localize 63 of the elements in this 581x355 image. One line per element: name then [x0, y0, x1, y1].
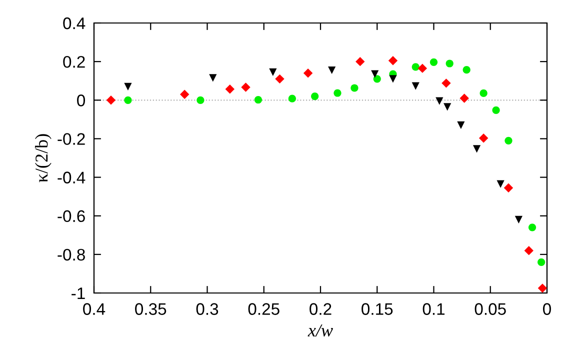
point	[209, 74, 217, 82]
point	[371, 70, 379, 78]
point	[460, 94, 469, 103]
point	[124, 96, 132, 104]
point	[492, 106, 500, 114]
y-tick-label: 0.2	[63, 56, 85, 68]
y-tick-label: -1	[72, 288, 85, 300]
x-axis-title: x/w	[308, 324, 333, 337]
point	[388, 56, 398, 66]
point	[180, 90, 190, 99]
point	[124, 82, 132, 90]
x-tick-label: 0.1	[422, 303, 445, 315]
y-tick-label: 0.4	[63, 17, 86, 30]
point	[412, 63, 420, 71]
y-axis-title: κ/(2/b)	[35, 134, 52, 182]
x-tick-label: 0.15	[362, 303, 393, 315]
point	[480, 89, 488, 98]
x-tick-label: 0.3	[196, 303, 218, 315]
point	[478, 134, 488, 143]
y-tick-label: -0.2	[58, 133, 85, 145]
point	[524, 246, 534, 256]
point	[418, 64, 428, 73]
point	[389, 75, 397, 83]
point	[462, 66, 470, 74]
point	[442, 78, 451, 88]
point	[254, 96, 262, 104]
y-tick-label: -0.6	[58, 210, 85, 222]
point	[269, 68, 277, 76]
point	[288, 94, 296, 102]
x-tick-label: 0	[543, 303, 551, 315]
x-tick-label: 0.2	[310, 303, 332, 315]
point	[472, 145, 481, 153]
x-tick-label: 0.05	[474, 303, 506, 315]
point	[504, 183, 514, 192]
point	[350, 84, 358, 92]
point	[446, 60, 454, 68]
x-tick-label: 0.25	[248, 303, 280, 315]
point	[514, 216, 522, 224]
y-tick-label: -0.8	[58, 248, 85, 261]
point	[436, 97, 444, 105]
point	[106, 96, 116, 105]
point	[356, 56, 365, 66]
y-tick-label: 0	[77, 94, 86, 106]
point	[328, 66, 336, 74]
point	[311, 92, 319, 100]
x-tick-label: 0.35	[135, 303, 166, 315]
point	[225, 84, 235, 94]
point	[504, 136, 512, 144]
point	[457, 121, 465, 130]
point	[412, 82, 420, 90]
y-tick-label: -0.4	[58, 172, 86, 184]
point	[444, 103, 452, 111]
x-tick-label: 0.4	[83, 303, 106, 315]
point	[496, 180, 504, 188]
point	[334, 89, 342, 97]
point	[275, 74, 284, 84]
point	[303, 68, 313, 78]
point	[430, 58, 438, 66]
point	[241, 82, 250, 92]
point	[538, 258, 546, 266]
point	[373, 75, 381, 83]
point	[528, 224, 536, 232]
point	[196, 96, 204, 104]
